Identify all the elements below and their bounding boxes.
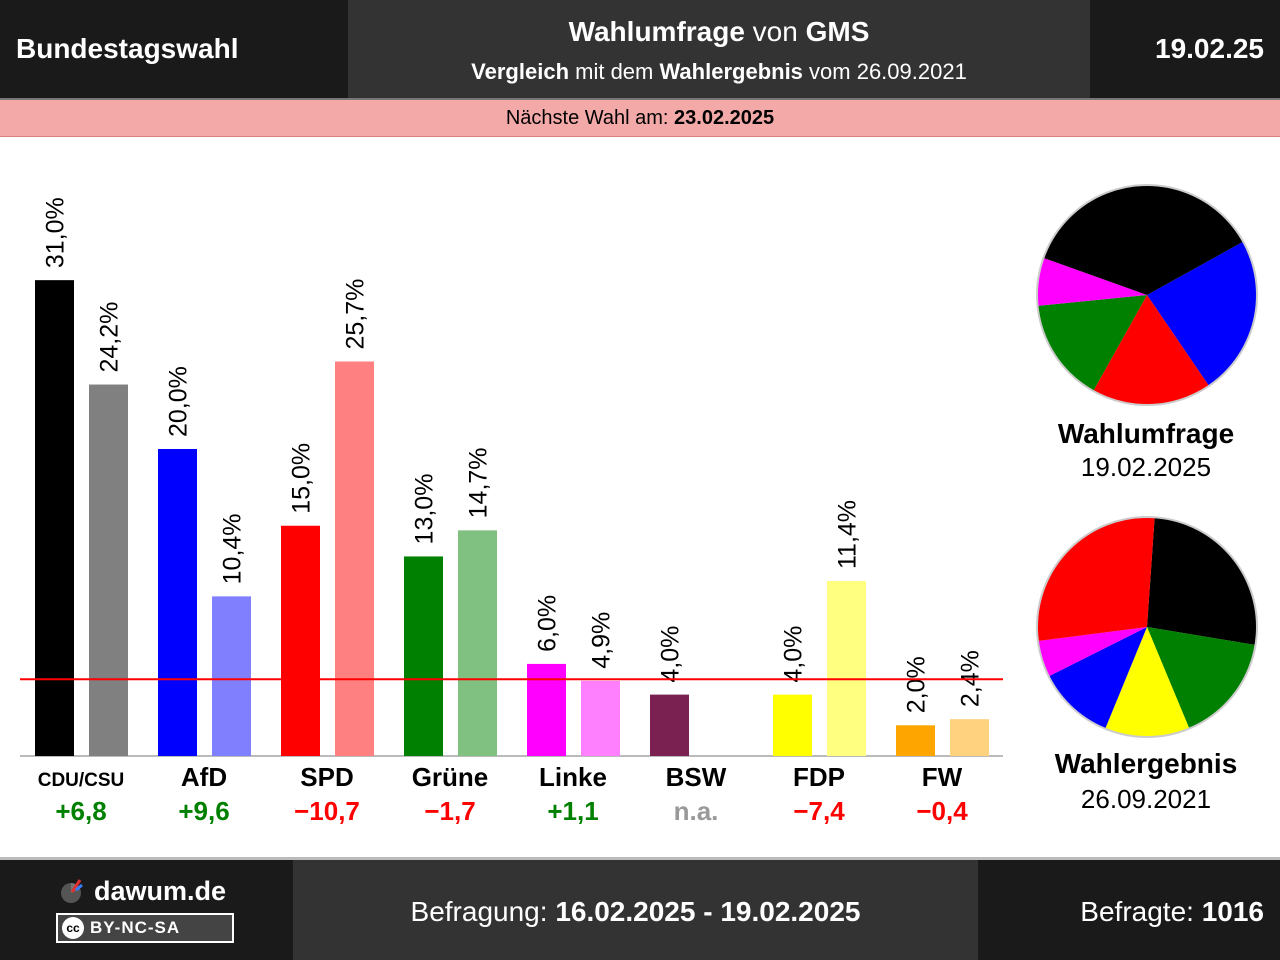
- footer-center: Befragung: 16.02.2025 - 19.02.2025: [293, 860, 978, 960]
- bar-afd-poll: [158, 449, 197, 756]
- poll-date: 19.02.25: [1155, 33, 1264, 64]
- subtitle-date: vom 26.09.2021: [802, 59, 967, 84]
- bar-fdp-result: [827, 581, 866, 756]
- bar-cdu-csu-result: [89, 384, 128, 756]
- data-label-fdp-result: 11,4%: [834, 500, 862, 569]
- next-election-date: 23.02.2025: [674, 107, 775, 129]
- bar-spd-poll: [281, 525, 320, 756]
- category-label-afd: AfD: [181, 762, 227, 792]
- data-label-afd-result: 10,4%: [219, 513, 247, 584]
- pie-poll-slice-0: [1147, 241, 1257, 386]
- difference-linke: +1,1: [547, 796, 598, 826]
- bar-gr-ne-result: [458, 530, 497, 756]
- footer-right: Befragte: 1016: [978, 860, 1280, 960]
- bar-afd-result: [212, 596, 251, 756]
- header-center: Wahlumfrage von GMS Vergleich mit dem Wa…: [348, 0, 1090, 98]
- header-right: 19.02.25: [1090, 0, 1280, 98]
- category-label-fdp: FDP: [793, 762, 845, 792]
- pie-result-slice-5: [1037, 517, 1155, 642]
- data-label-bsw-poll: 4,0%: [657, 626, 685, 683]
- bar-fdp-poll: [773, 694, 812, 756]
- survey-dates: 16.02.2025 - 19.02.2025: [555, 896, 861, 927]
- next-election-label: Nächste Wahl am:: [505, 107, 675, 129]
- pie-result-slice-3: [1048, 627, 1147, 729]
- difference-afd: +9,6: [178, 796, 229, 826]
- respondents: Befragte: 1016: [1080, 896, 1264, 928]
- pie-result-outline: [1036, 516, 1258, 738]
- data-label-fdp-poll: 4,0%: [780, 626, 808, 683]
- category-label-bsw: BSW: [666, 762, 727, 792]
- data-label-spd-poll: 15,0%: [288, 443, 316, 514]
- license-label: BY-NC-SA: [90, 918, 181, 937]
- bar-spd-result: [335, 361, 374, 756]
- survey-label: Befragung:: [410, 896, 556, 927]
- chart-area: 31,0% 24,2% CDU/CSU +6,8 20,0% 10,4% AfD +9,6 15…: [20, 184, 1258, 826]
- bar-bsw-poll: [650, 694, 689, 756]
- dawum-logo-text[interactable]: dawum.de: [94, 876, 227, 906]
- category-label-cdu-csu: CDU/CSU: [38, 770, 125, 791]
- data-label-spd-result: 25,7%: [342, 279, 370, 350]
- pie-poll-slice-3: [1037, 257, 1147, 306]
- pie-poll-slice-1: [1093, 295, 1209, 405]
- difference-spd: −10,7: [294, 796, 360, 826]
- data-label-cdu-csu-poll: 31,0%: [42, 197, 70, 268]
- bar-fw-poll: [896, 725, 935, 756]
- election-name: Bundestagswahl: [16, 33, 239, 64]
- data-label-linke-result: 4,9%: [588, 612, 616, 669]
- header-title: Wahlumfrage von GMS: [348, 16, 1090, 48]
- pie-poll-slice-4: [1043, 185, 1244, 295]
- difference-cdu-csu: +6,8: [55, 796, 106, 826]
- difference-bsw: n.a.: [674, 796, 719, 826]
- cc-icon: cc: [62, 917, 84, 939]
- respondents-count: 1016: [1201, 896, 1264, 927]
- dawum-logo-icon: [61, 879, 83, 903]
- data-label-gr-ne-poll: 13,0%: [411, 474, 439, 545]
- header-left: Bundestagswahl: [0, 0, 348, 98]
- category-label-linke: Linke: [539, 762, 607, 792]
- category-label-spd: SPD: [300, 762, 353, 792]
- footer-divider: [0, 857, 1280, 860]
- subtitle-connector: mit dem: [569, 59, 660, 84]
- survey-period: Befragung: 16.02.2025 - 19.02.2025: [293, 896, 978, 928]
- data-label-cdu-csu-result: 24,2%: [96, 302, 124, 373]
- subtitle-result: Wahlergebnis: [659, 59, 803, 84]
- header-divider: [0, 98, 1280, 100]
- next-election-banner: Nächste Wahl am: 23.02.2025: [0, 100, 1280, 137]
- pie-result-slice-0: [1147, 517, 1257, 646]
- category-label-gr-ne: Grüne: [412, 762, 489, 792]
- bar-gr-ne-poll: [404, 556, 443, 756]
- footer-left: [0, 860, 293, 960]
- pie-result-date: 26.09.2021: [1080, 784, 1212, 814]
- subtitle-compare: Vergleich: [471, 59, 570, 84]
- pie-result-slice-2: [1105, 627, 1190, 737]
- bar-cdu-csu-poll: [35, 280, 74, 756]
- difference-fdp: −7,4: [793, 796, 845, 826]
- bar-fw-result: [950, 719, 989, 756]
- pie-poll-date: 19.02.2025: [1080, 452, 1212, 482]
- pie-result-slice-4: [1037, 627, 1147, 677]
- category-label-fw: FW: [922, 762, 963, 792]
- data-label-fw-poll: 2,0%: [903, 656, 931, 713]
- license-badge[interactable]: cc BY-NC-SA: [56, 913, 234, 943]
- respondents-label: Befragte:: [1080, 896, 1202, 927]
- data-label-afd-poll: 20,0%: [165, 366, 193, 437]
- difference-fw: −0,4: [916, 796, 968, 826]
- pie-result-title: Wahlergebnis: [1054, 748, 1238, 779]
- data-label-gr-ne-result: 14,7%: [465, 447, 493, 518]
- bar-linke-result: [581, 680, 620, 756]
- pie-poll-outline: [1036, 184, 1258, 406]
- data-label-linke-poll: 6,0%: [534, 595, 562, 652]
- pie-poll-title: Wahlumfrage: [1057, 418, 1235, 449]
- header-subtitle: Vergleich mit dem Wahlergebnis vom 26.09…: [348, 59, 1090, 85]
- title-poll: Wahlumfrage: [568, 16, 745, 47]
- title-institute: GMS: [805, 16, 870, 47]
- difference-gr-ne: −1,7: [424, 796, 475, 826]
- pie-result-slice-1: [1147, 627, 1256, 729]
- title-connector: von: [744, 16, 806, 47]
- bar-linke-poll: [527, 663, 566, 756]
